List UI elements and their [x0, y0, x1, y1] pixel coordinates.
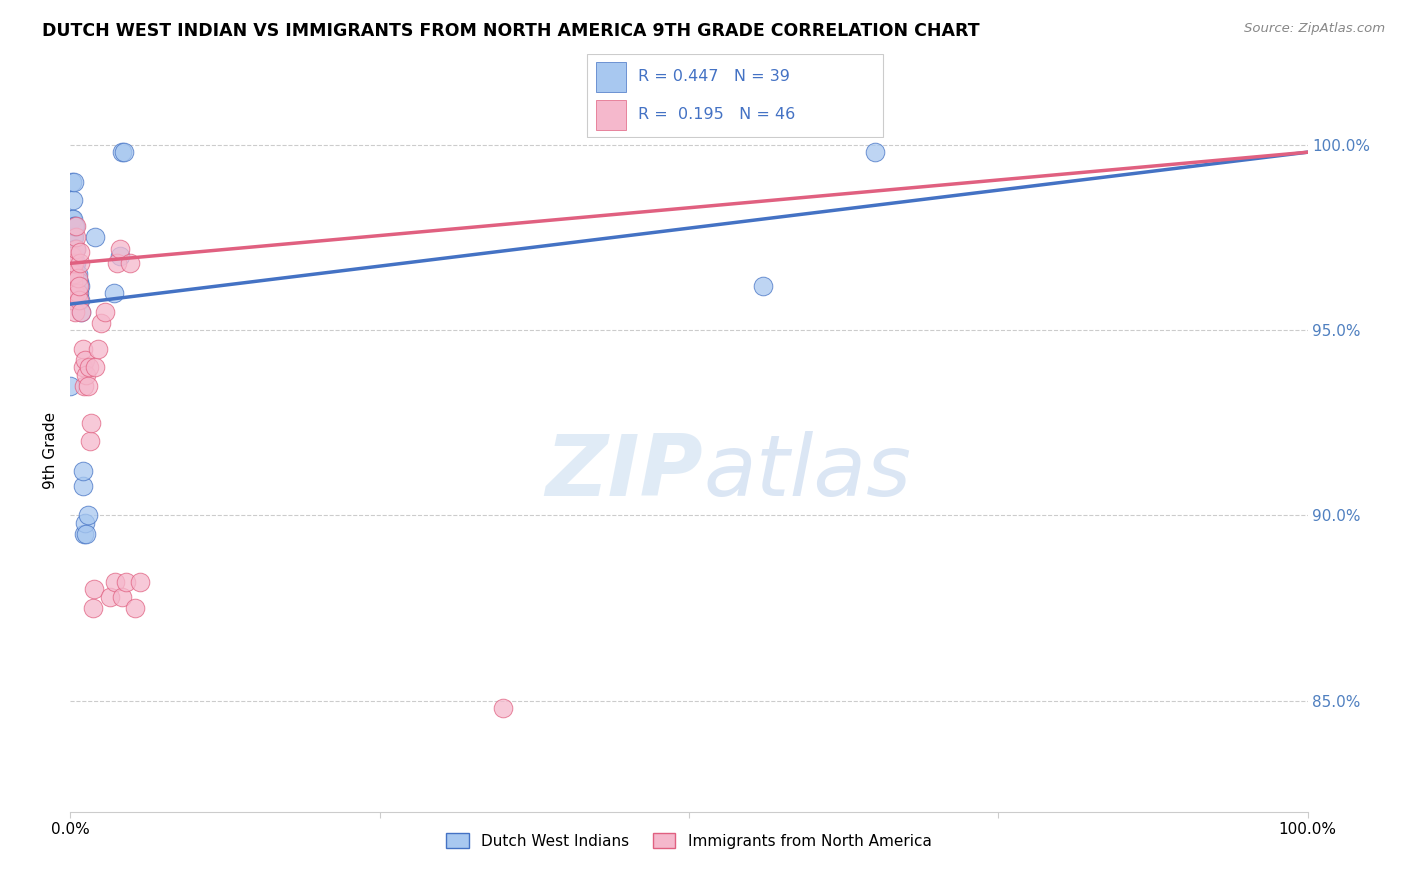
Text: R = 0.447   N = 39: R = 0.447 N = 39: [638, 70, 790, 85]
Legend: Dutch West Indians, Immigrants from North America: Dutch West Indians, Immigrants from Nort…: [440, 827, 938, 855]
Point: [66, 278, 89, 293]
Text: atlas: atlas: [703, 431, 911, 515]
Point: [69, 293, 91, 308]
Point: [63, 268, 86, 282]
Point: [82, 601, 104, 615]
Point: [90, 316, 112, 330]
Point: [94, 304, 117, 318]
Point: [63, 219, 86, 234]
Point: [128, 574, 150, 589]
Point: [60, 211, 83, 226]
Point: [60, 175, 83, 189]
Point: [76, 508, 98, 523]
Point: [60, 268, 83, 282]
Point: [98, 590, 121, 604]
Point: [83, 582, 105, 597]
Point: [80, 416, 103, 430]
Point: [752, 278, 775, 293]
Point: [62, 211, 84, 226]
Point: [86, 342, 108, 356]
Point: [105, 256, 128, 270]
Point: [72, 342, 94, 356]
Point: [65, 304, 87, 318]
Text: Source: ZipAtlas.com: Source: ZipAtlas.com: [1244, 22, 1385, 36]
Point: [75, 368, 97, 382]
Point: [69, 278, 91, 293]
Point: [70, 304, 93, 318]
Point: [66, 271, 89, 285]
Point: [65, 285, 87, 300]
Point: [75, 526, 97, 541]
Point: [79, 434, 101, 449]
Point: [103, 285, 125, 300]
Point: [65, 219, 87, 234]
Point: [62, 194, 84, 208]
Point: [492, 701, 515, 715]
Point: [863, 145, 886, 160]
Point: [104, 574, 127, 589]
Point: [77, 360, 100, 375]
Point: [67, 293, 90, 308]
Text: ZIP: ZIP: [546, 431, 703, 515]
Point: [72, 464, 94, 478]
Point: [65, 256, 87, 270]
Point: [65, 242, 87, 256]
Point: [63, 249, 86, 263]
FancyBboxPatch shape: [586, 54, 883, 137]
Point: [65, 256, 87, 270]
FancyBboxPatch shape: [596, 100, 626, 130]
Y-axis label: 9th Grade: 9th Grade: [44, 412, 59, 489]
Point: [62, 256, 84, 270]
Point: [63, 256, 86, 270]
Point: [66, 268, 89, 282]
Point: [66, 285, 89, 300]
Point: [118, 256, 141, 270]
Point: [111, 590, 134, 604]
Point: [69, 245, 91, 260]
Point: [62, 230, 84, 244]
Point: [65, 230, 87, 244]
Point: [108, 249, 131, 263]
Point: [112, 145, 135, 160]
Point: [62, 293, 84, 308]
Point: [65, 268, 87, 282]
Point: [124, 601, 146, 615]
Point: [69, 256, 91, 270]
Point: [76, 378, 98, 392]
Point: [72, 478, 94, 492]
Point: [65, 219, 87, 234]
Point: [65, 242, 87, 256]
Point: [59, 378, 82, 392]
Point: [59, 293, 82, 308]
Point: [60, 230, 83, 244]
Point: [75, 516, 97, 530]
Point: [67, 278, 90, 293]
Text: DUTCH WEST INDIAN VS IMMIGRANTS FROM NORTH AMERICA 9TH GRADE CORRELATION CHART: DUTCH WEST INDIAN VS IMMIGRANTS FROM NOR…: [42, 22, 980, 40]
Point: [70, 304, 93, 318]
Point: [63, 285, 86, 300]
Point: [115, 574, 138, 589]
Point: [67, 275, 90, 289]
Point: [62, 249, 84, 263]
FancyBboxPatch shape: [596, 62, 626, 92]
Point: [84, 230, 107, 244]
Point: [73, 526, 96, 541]
Point: [108, 242, 131, 256]
Point: [75, 352, 97, 367]
Point: [84, 360, 107, 375]
Text: R =  0.195   N = 46: R = 0.195 N = 46: [638, 107, 796, 122]
Point: [63, 230, 86, 244]
Point: [62, 275, 84, 289]
Point: [111, 145, 134, 160]
Point: [63, 175, 86, 189]
Point: [72, 360, 94, 375]
Point: [65, 285, 87, 300]
Point: [67, 285, 90, 300]
Point: [60, 249, 83, 263]
Point: [65, 242, 87, 256]
Point: [73, 378, 96, 392]
